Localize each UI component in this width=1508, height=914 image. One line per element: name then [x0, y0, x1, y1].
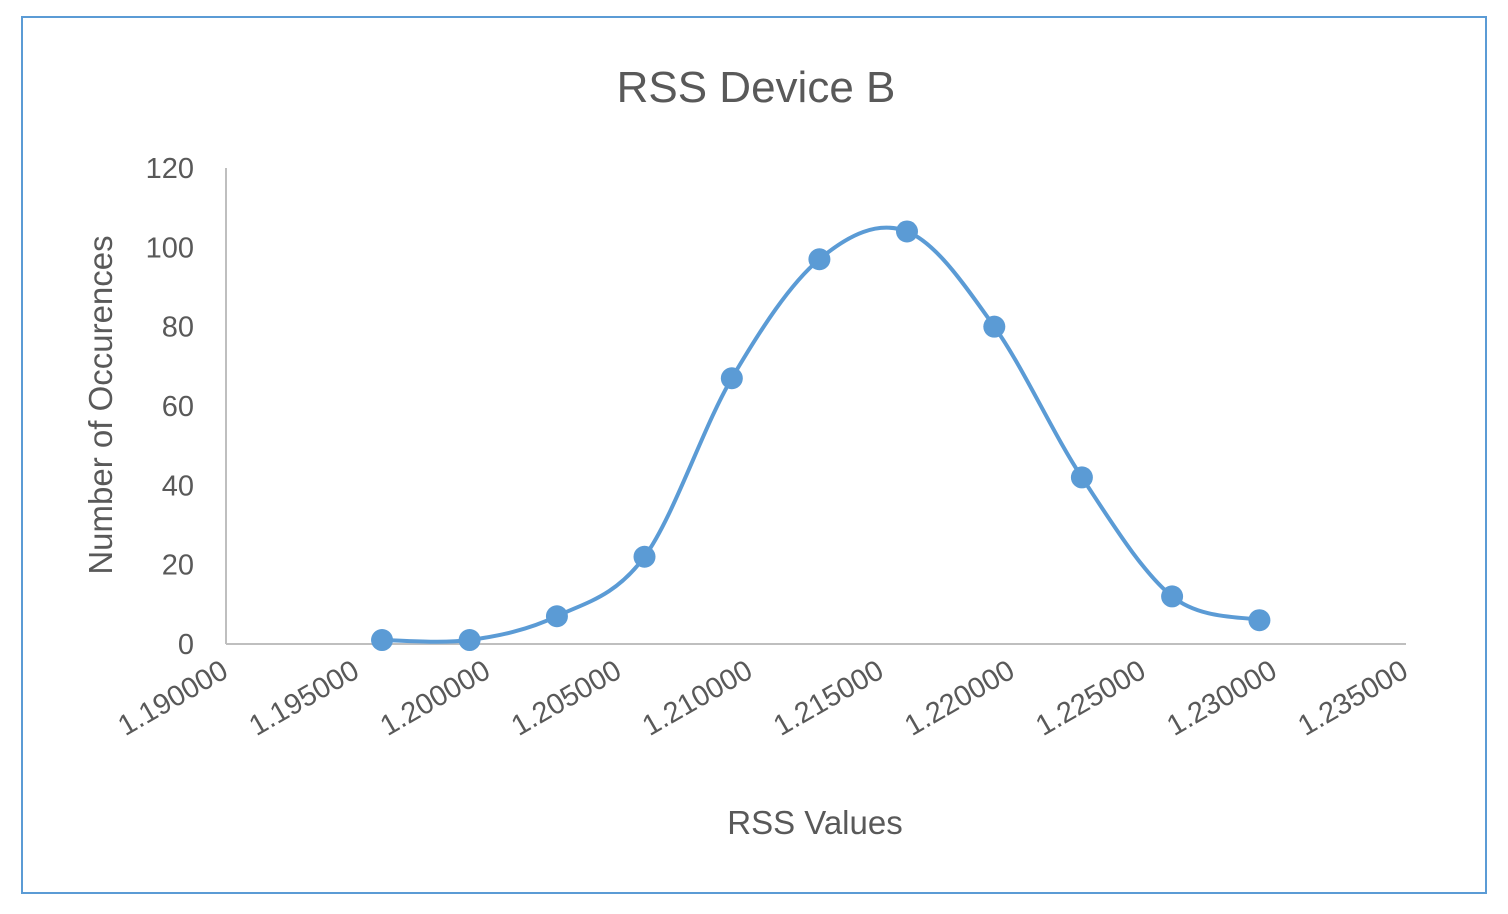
x-tick-label: 1.210000	[637, 654, 758, 742]
x-axis-title: RSS Values	[727, 804, 902, 841]
chart-frame	[21, 16, 1487, 894]
data-point	[1161, 585, 1184, 608]
y-tick-label: 20	[162, 550, 194, 582]
data-point	[895, 220, 918, 243]
y-tick-label: 100	[146, 232, 194, 264]
y-tick-label: 80	[162, 312, 194, 344]
x-tick-label: 1.195000	[244, 654, 365, 742]
y-tick-label: 40	[162, 470, 194, 502]
x-tick-label: 1.200000	[375, 654, 496, 742]
x-tick-label: 1.190000	[113, 654, 234, 742]
data-point	[458, 629, 481, 652]
y-tick-label: 0	[178, 629, 194, 661]
y-tick-label: 60	[162, 391, 194, 423]
y-tick-label: 120	[146, 153, 194, 185]
data-point	[371, 629, 394, 652]
data-point	[545, 605, 568, 628]
data-point	[720, 367, 743, 390]
series-layer	[371, 220, 1271, 652]
data-point	[1070, 466, 1093, 489]
x-tick-label: 1.225000	[1031, 654, 1152, 742]
data-point	[1248, 609, 1271, 632]
y-axis-title: Number of Occurences	[82, 235, 119, 574]
x-tick-label: 1.205000	[506, 654, 627, 742]
x-tick-label: 1.230000	[1162, 654, 1283, 742]
series-line	[380, 225, 1262, 644]
y-tick-labels: 0 20 40 60 80 100 120	[146, 153, 194, 661]
data-point	[633, 545, 656, 568]
x-tick-label: 1.235000	[1293, 654, 1414, 742]
x-tick-label: 1.215000	[768, 654, 889, 742]
data-point	[983, 315, 1006, 338]
x-tick-labels: 1.190000 1.195000 1.200000 1.205000 1.210000…	[113, 654, 1414, 742]
x-tick-label: 1.220000	[899, 654, 1020, 742]
data-point	[808, 248, 831, 271]
chart-title: RSS Device B	[617, 63, 896, 112]
